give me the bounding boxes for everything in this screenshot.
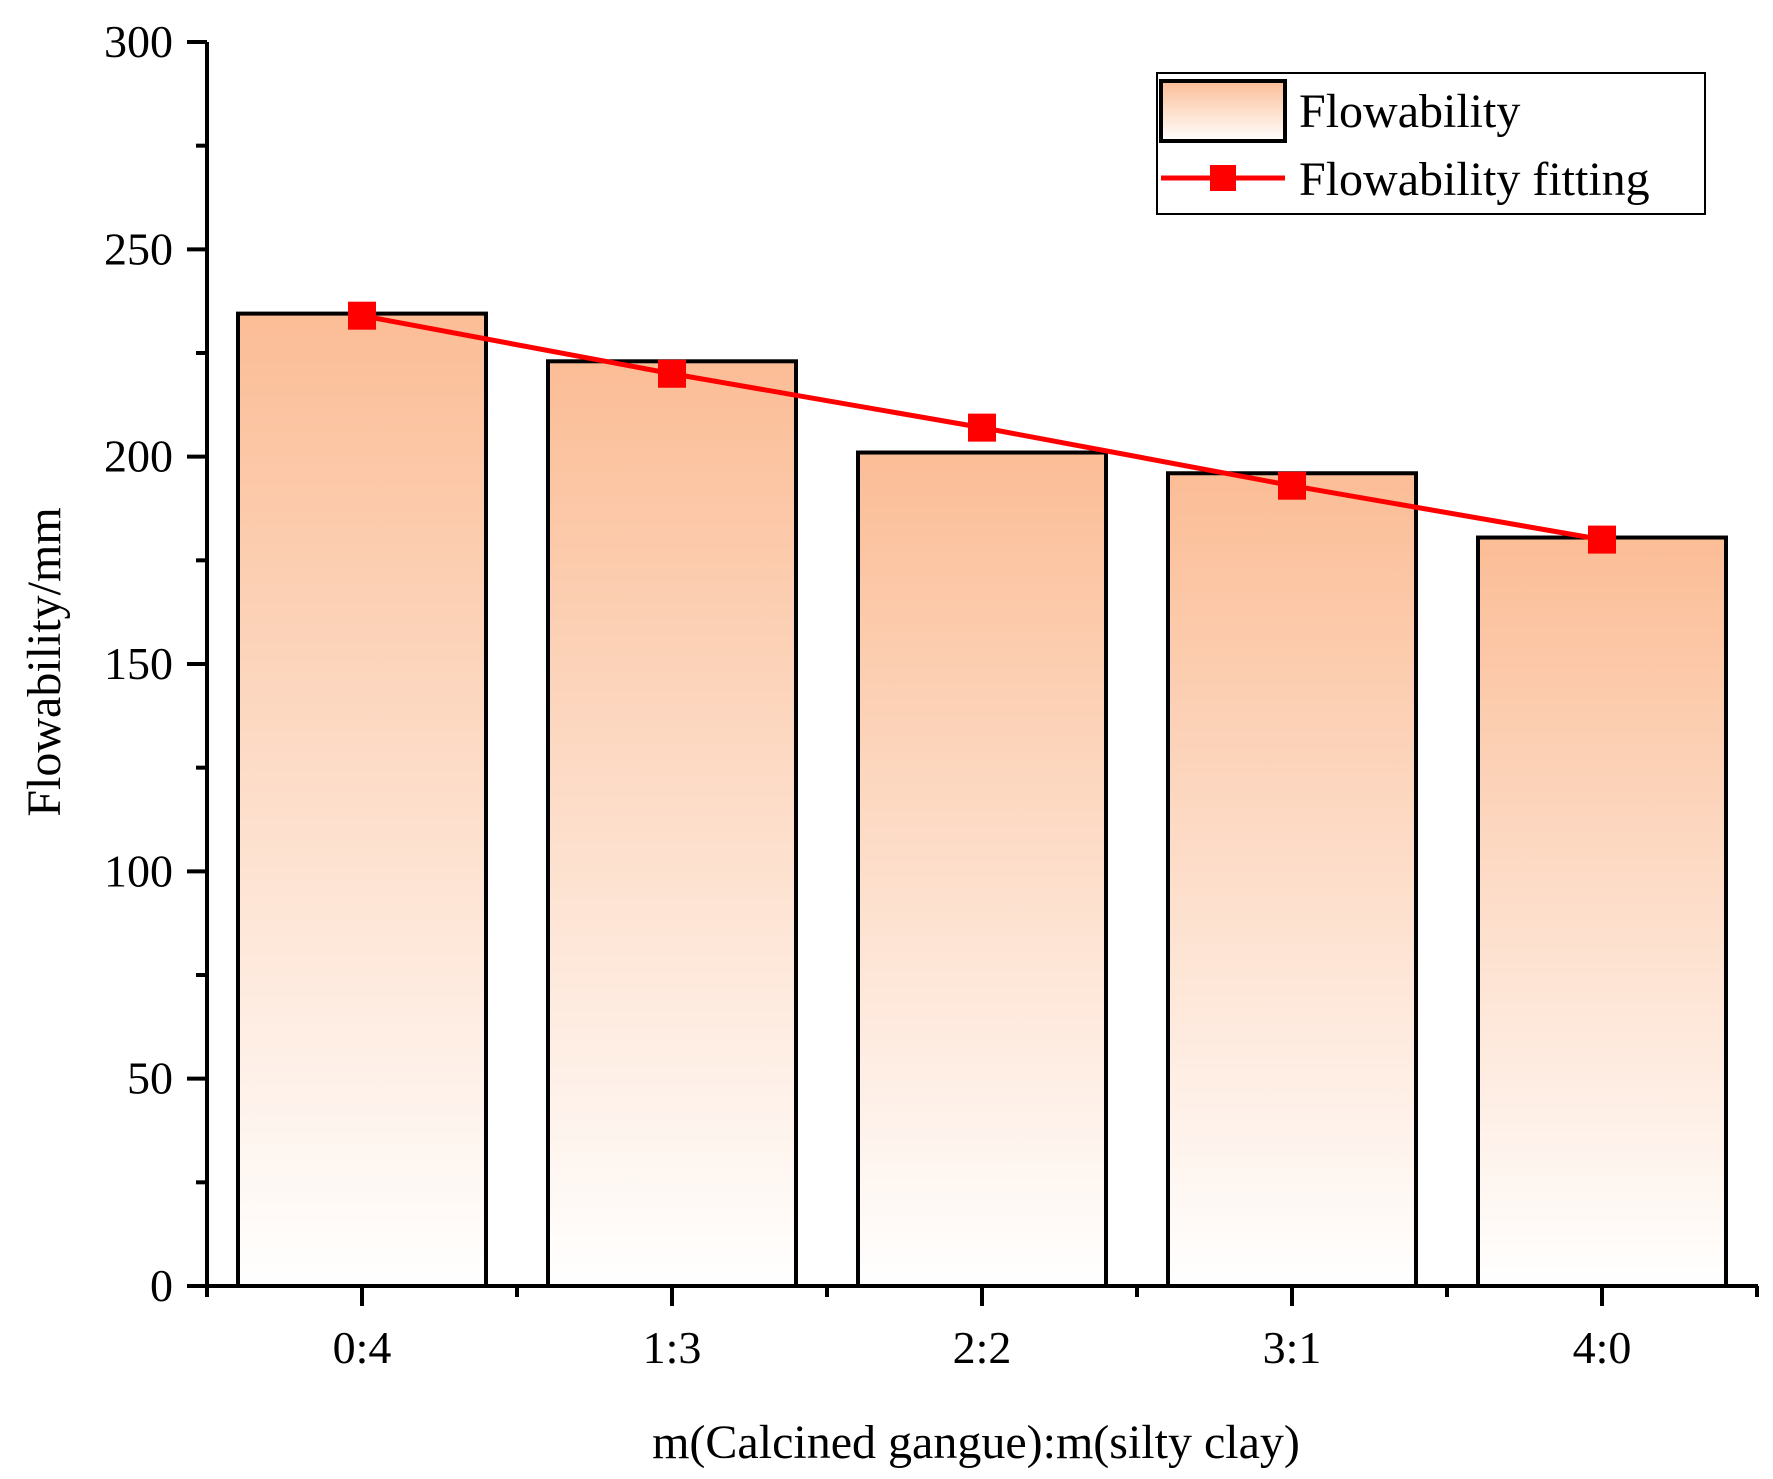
legend-swatch-flowability: [1159, 79, 1287, 143]
bar-4:0: [1476, 535, 1728, 1288]
y-axis-title: Flowability/mm: [18, 507, 71, 816]
bar-0:4: [236, 311, 488, 1288]
bar-2:2: [856, 450, 1108, 1288]
legend-label-fitting: Flowability fitting: [1299, 153, 1650, 206]
bar-1:3: [546, 359, 798, 1288]
x-tick-label: 1:3: [643, 1322, 702, 1373]
y-tick-label: 150: [104, 638, 173, 689]
x-tick-label: 4:0: [1573, 1322, 1632, 1373]
fitting-point-0:4: [348, 301, 376, 330]
fitting-point-4:0: [1588, 525, 1616, 554]
y-tick-label: 250: [104, 223, 173, 274]
axes-group: 0 50 100 150 200 250 300 0:4 1:3 2:2 3:1 4:0: [104, 16, 1759, 1373]
y-tick-label: 200: [104, 431, 173, 482]
legend-marker-fitting: [1210, 165, 1236, 191]
fitting-point-1:3: [658, 359, 686, 388]
x-tick-label: 2:2: [953, 1322, 1012, 1373]
fitting-point-3:1: [1278, 471, 1306, 500]
x-tick-label: 3:1: [1263, 1322, 1322, 1373]
legend-label-flowability: Flowability: [1299, 85, 1520, 138]
bar-3:1: [1166, 471, 1418, 1288]
bars-group: [236, 311, 1728, 1288]
y-tick-label: 300: [104, 16, 173, 67]
fitting-line-group: [348, 301, 1616, 554]
x-axis-title: m(Calcined gangue):m(silty clay): [652, 1416, 1300, 1469]
x-tick-label: 0:4: [333, 1322, 392, 1373]
fitting-point-2:2: [968, 413, 996, 442]
y-tick-label: 50: [127, 1053, 173, 1104]
y-tick-label: 0: [150, 1260, 173, 1311]
legend: Flowability Flowability fitting: [1156, 72, 1706, 215]
y-tick-label: 100: [104, 845, 173, 896]
